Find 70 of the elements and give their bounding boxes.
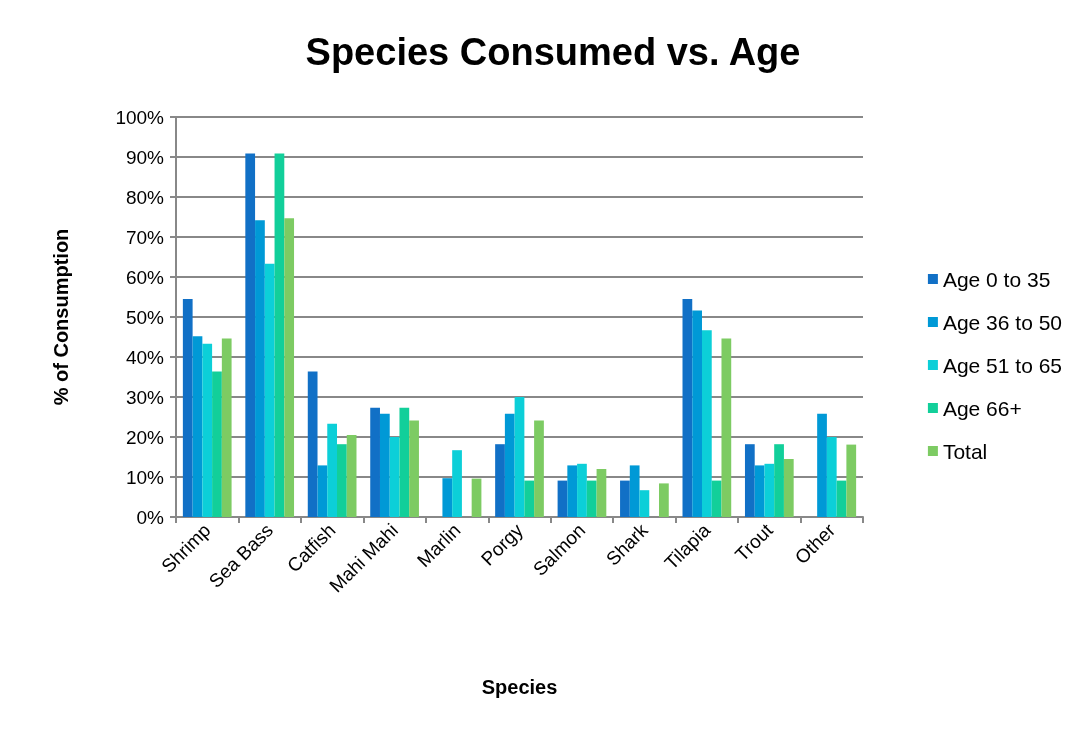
- bar: [346, 435, 357, 517]
- legend-label: Age 36 to 50: [942, 310, 1063, 334]
- bar: [379, 413, 390, 517]
- bar: [317, 465, 328, 517]
- y-tick-label: 80%: [125, 186, 165, 208]
- bar: [567, 465, 578, 517]
- legend-label: Total: [942, 439, 988, 463]
- bar: [182, 299, 193, 517]
- bar: [274, 153, 285, 517]
- bar: [409, 420, 419, 517]
- bar: [534, 420, 544, 517]
- bar: [711, 480, 722, 517]
- bar: [596, 469, 607, 517]
- bar: [701, 330, 712, 517]
- bar: [264, 263, 275, 517]
- y-tick-label: 50%: [125, 306, 165, 328]
- y-tick-label: 0%: [136, 506, 165, 528]
- bar: [514, 397, 525, 517]
- bar: [245, 153, 256, 517]
- bar: [495, 444, 505, 517]
- bar: [471, 478, 482, 517]
- bar: [504, 413, 515, 517]
- bar: [452, 450, 462, 517]
- bar: [692, 310, 702, 517]
- bar: [221, 338, 232, 517]
- bar: [202, 343, 213, 517]
- bar: [557, 480, 568, 517]
- chart-title: Species Consumed vs. Age: [305, 31, 801, 73]
- bar: [255, 220, 265, 517]
- y-tick-label: 60%: [125, 266, 165, 288]
- x-axis-title: Species: [481, 676, 558, 698]
- bar: [586, 480, 597, 517]
- y-tick-label: 30%: [125, 386, 165, 408]
- bar: [524, 480, 535, 517]
- bar: [744, 444, 755, 517]
- bar: [846, 444, 857, 517]
- y-tick-label: 90%: [125, 146, 165, 168]
- bar: [754, 465, 765, 517]
- y-tick-label: 40%: [125, 346, 165, 368]
- bar: [629, 465, 640, 517]
- bar: [721, 338, 732, 517]
- bar: [826, 437, 837, 517]
- legend-label: Age 66+: [942, 396, 1022, 420]
- y-tick-label: 100%: [115, 106, 165, 128]
- bar: [639, 490, 650, 517]
- bar: [783, 459, 794, 517]
- legend-label: Age 51 to 65: [942, 353, 1063, 377]
- bar: [620, 480, 630, 517]
- bar: [284, 218, 295, 517]
- bar: [337, 444, 347, 517]
- bar: [327, 423, 338, 517]
- bar: [836, 480, 847, 517]
- bar: [682, 299, 693, 517]
- y-tick-label: 70%: [125, 226, 165, 248]
- bar: [399, 407, 410, 517]
- bar: [774, 444, 784, 517]
- bar: [389, 437, 400, 517]
- bar: [764, 463, 775, 517]
- y-tick-label: 10%: [125, 466, 165, 488]
- y-tick-label: 20%: [125, 426, 165, 448]
- bar: [659, 483, 669, 517]
- legend-label: Age 0 to 35: [942, 267, 1051, 291]
- bar: [577, 463, 587, 517]
- bar: [442, 478, 453, 517]
- bar: [817, 413, 827, 517]
- bar: [192, 336, 203, 517]
- y-axis-title: % of Consumption: [50, 228, 72, 406]
- bar: [212, 371, 222, 517]
- bar: [370, 407, 380, 517]
- bar: [307, 371, 318, 517]
